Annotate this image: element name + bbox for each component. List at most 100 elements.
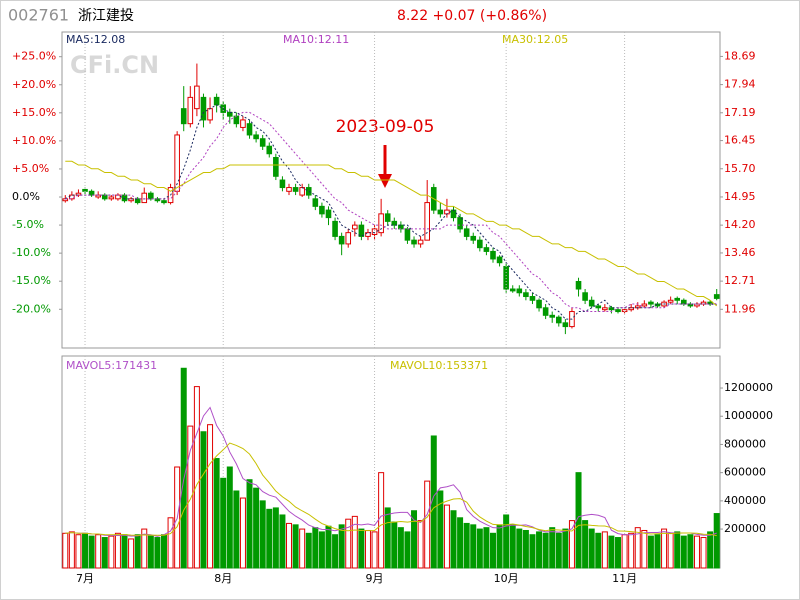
volume-bar <box>667 532 674 569</box>
volume-bar <box>246 479 253 569</box>
volume-bar <box>305 532 312 569</box>
volume-bar <box>529 534 536 569</box>
x-tick-label: 11月 <box>612 572 637 585</box>
volume-bar <box>503 514 510 569</box>
y2-tick-label: +20.0% <box>12 78 56 91</box>
y2-tick-label: +5.0% <box>12 162 49 175</box>
volume-bar <box>687 534 694 569</box>
volume-bar <box>476 528 483 569</box>
y2-tick-label: -15.0% <box>12 274 51 287</box>
y-tick-label: 400000 <box>724 494 766 507</box>
candle-body <box>246 123 253 136</box>
plot-layer: 18.69 17.94 17.19 16.45 15.70 14.95 14.20 13.46… <box>12 32 773 585</box>
volume-bar <box>253 487 260 569</box>
candle-body <box>588 299 595 307</box>
legend-label: MA10:12.11 <box>283 33 349 46</box>
ma-line <box>65 160 718 307</box>
x-tick-label: 10月 <box>494 572 519 585</box>
x-tick-label: 7月 <box>76 572 94 585</box>
candle-body <box>411 239 417 245</box>
candle-body <box>549 314 556 318</box>
volume-bar <box>588 528 595 569</box>
candle-body <box>273 156 279 177</box>
volume-bar <box>549 527 556 569</box>
volume-bar <box>424 480 431 569</box>
candle-body <box>141 192 148 204</box>
candle-body <box>88 190 95 196</box>
candle-body <box>101 194 108 200</box>
candle-body <box>332 220 338 237</box>
volume-bar <box>608 535 615 569</box>
candle-body <box>542 307 549 316</box>
volume-bar <box>62 532 69 569</box>
volume-bar <box>154 537 161 569</box>
candle-body <box>213 96 220 106</box>
volume-bar <box>318 531 325 569</box>
legend-label: MAVOL5:171431 <box>66 359 157 372</box>
volume-bar <box>621 534 628 569</box>
x-tick-label: 9月 <box>366 572 384 585</box>
volume-bar <box>582 520 589 569</box>
volume-bar <box>496 524 503 569</box>
candle-body <box>529 296 536 301</box>
candle-body <box>259 138 266 147</box>
candle-body <box>240 119 246 128</box>
y-tick-label: 14.95 <box>724 190 756 203</box>
candle-body <box>174 134 180 192</box>
y-tick-label: 200000 <box>724 522 766 535</box>
candle-body <box>378 213 384 234</box>
volume-bar <box>95 534 102 569</box>
volume-panel <box>61 355 721 569</box>
volume-bar <box>108 535 115 569</box>
volume-bar <box>272 507 279 569</box>
quote: 8.22 +0.07 (+0.86%) <box>397 8 547 24</box>
volume-bar <box>338 524 345 569</box>
volume-bar <box>82 532 89 569</box>
candle-body <box>391 220 398 226</box>
volume-bar <box>358 528 365 569</box>
volume-bar <box>397 527 404 569</box>
candle-body <box>516 288 523 294</box>
volume-bar <box>259 500 266 569</box>
candle-body <box>207 108 213 121</box>
candle-body <box>312 198 319 207</box>
candle-body <box>279 179 286 189</box>
volume-bar <box>200 431 207 569</box>
volume-bar <box>141 528 148 569</box>
candle-body <box>496 256 503 264</box>
volume-bar <box>391 521 398 569</box>
candle-body <box>194 85 200 110</box>
volume-bar <box>555 532 562 569</box>
candle-body <box>450 209 457 219</box>
candle-body <box>404 228 411 241</box>
y2-tick-label: -10.0% <box>12 246 51 259</box>
volume-bar <box>312 527 319 569</box>
volume-bar <box>457 517 464 569</box>
candle-body <box>398 224 404 230</box>
y2-tick-label: -5.0% <box>12 218 44 231</box>
volume-bar <box>351 515 358 569</box>
candle-body <box>200 96 207 121</box>
candle-body <box>134 198 141 204</box>
y-tick-label: 1200000 <box>724 381 773 394</box>
candle-body <box>358 224 365 237</box>
y-tick-label: 1000000 <box>724 409 773 422</box>
volume-bar <box>542 532 549 569</box>
candle-body <box>424 202 430 241</box>
watermark: CFi.CN <box>70 51 159 79</box>
candle-body <box>667 299 674 303</box>
volume-bar <box>674 531 681 569</box>
legend-label: MA30:12.05 <box>502 33 568 46</box>
volume-bar <box>641 529 648 569</box>
volume-bar <box>595 532 602 569</box>
volume-bar <box>68 531 75 569</box>
volume-bar <box>615 537 622 569</box>
volume-bar <box>233 490 240 569</box>
stock-name: 浙江建投 <box>78 8 134 24</box>
volume-bar <box>213 458 220 569</box>
volume-bar <box>279 514 286 569</box>
candle-body <box>161 200 167 204</box>
volume-bar <box>568 520 575 569</box>
candle-body <box>437 209 444 215</box>
candle-body <box>121 194 128 202</box>
